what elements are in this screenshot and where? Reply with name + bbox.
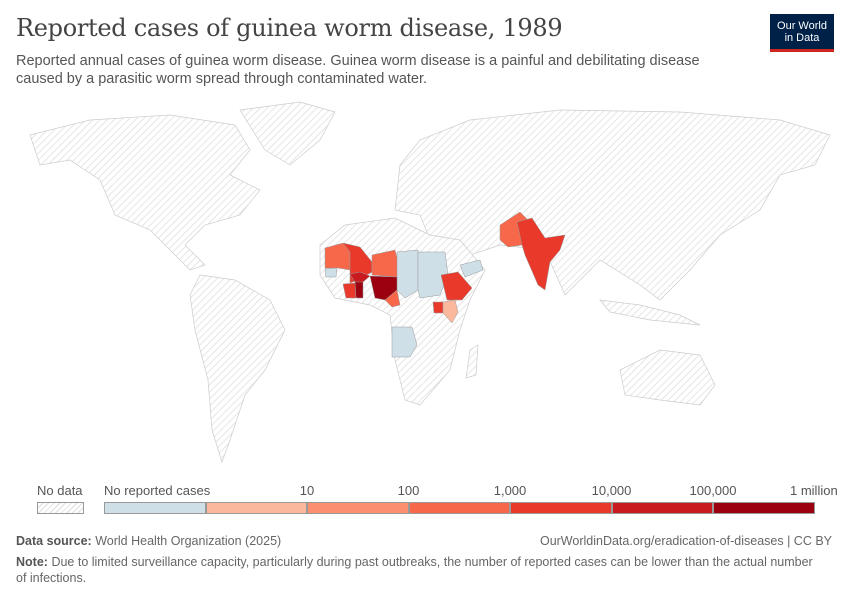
legend-bin-swatch[interactable]	[205, 502, 307, 514]
owid-logo[interactable]: Our World in Data	[770, 14, 834, 52]
source-url[interactable]: OurWorldinData.org/eradication-of-diseas…	[539, 534, 832, 548]
legend-end-label: 1 million	[790, 483, 838, 498]
world-map	[29, 101, 831, 464]
legend-bin-label: 100	[397, 483, 420, 498]
country-senegal[interactable]	[324, 267, 338, 278]
legend-bin-swatch[interactable]	[510, 502, 612, 514]
legend-bin-swatch[interactable]	[408, 502, 510, 514]
country-india[interactable]	[516, 217, 566, 291]
landmass-indonesia	[599, 299, 701, 326]
legend-bin-label: 1,000	[493, 483, 527, 498]
country-cameroon[interactable]	[384, 289, 401, 308]
legend-bin-swatch[interactable]	[307, 502, 409, 514]
data-source: Data source: World Health Organization (…	[16, 534, 282, 548]
legend-no-data-label: No data	[37, 483, 83, 498]
legend-bin-swatch[interactable]	[611, 502, 713, 514]
country-ghana[interactable]	[354, 280, 364, 299]
country-burkina-faso[interactable]	[349, 271, 371, 283]
landmass-australia	[619, 349, 716, 406]
country-kenya[interactable]	[442, 299, 459, 324]
country-ethiopia[interactable]	[440, 271, 473, 301]
legend-bin-swatch[interactable]	[713, 502, 815, 514]
legend-bin-swatch[interactable]	[104, 502, 206, 514]
country-yemen[interactable]	[459, 259, 484, 278]
chart-subtitle: Reported annual cases of guinea worm dis…	[16, 53, 700, 87]
country-angola[interactable]	[391, 326, 418, 358]
note: Note: Due to limited surveillance capaci…	[16, 555, 813, 585]
country-sudan[interactable]	[417, 251, 449, 299]
country-cote-d-ivoire[interactable]	[342, 282, 357, 299]
legend-bin-label: 100,000	[689, 483, 737, 498]
landmass-south-america	[189, 274, 286, 464]
chart-title: Reported cases of guinea worm disease, 1…	[16, 14, 563, 42]
legend-bin-label: 10	[299, 483, 315, 498]
country-chad[interactable]	[396, 249, 419, 299]
country-uganda[interactable]	[432, 301, 444, 314]
country-niger[interactable]	[371, 249, 399, 278]
map-legend: No data No reported cases 10 100 1,000 10,00…	[0, 480, 850, 520]
landmass-madagascar	[465, 344, 479, 379]
legend-no-data-swatch	[37, 502, 84, 514]
legend-bin-label: 10,000	[591, 483, 632, 498]
landmass-greenland	[239, 101, 336, 166]
legend-bin-label: No reported cases	[104, 483, 211, 498]
landmass-north-america	[29, 114, 261, 271]
